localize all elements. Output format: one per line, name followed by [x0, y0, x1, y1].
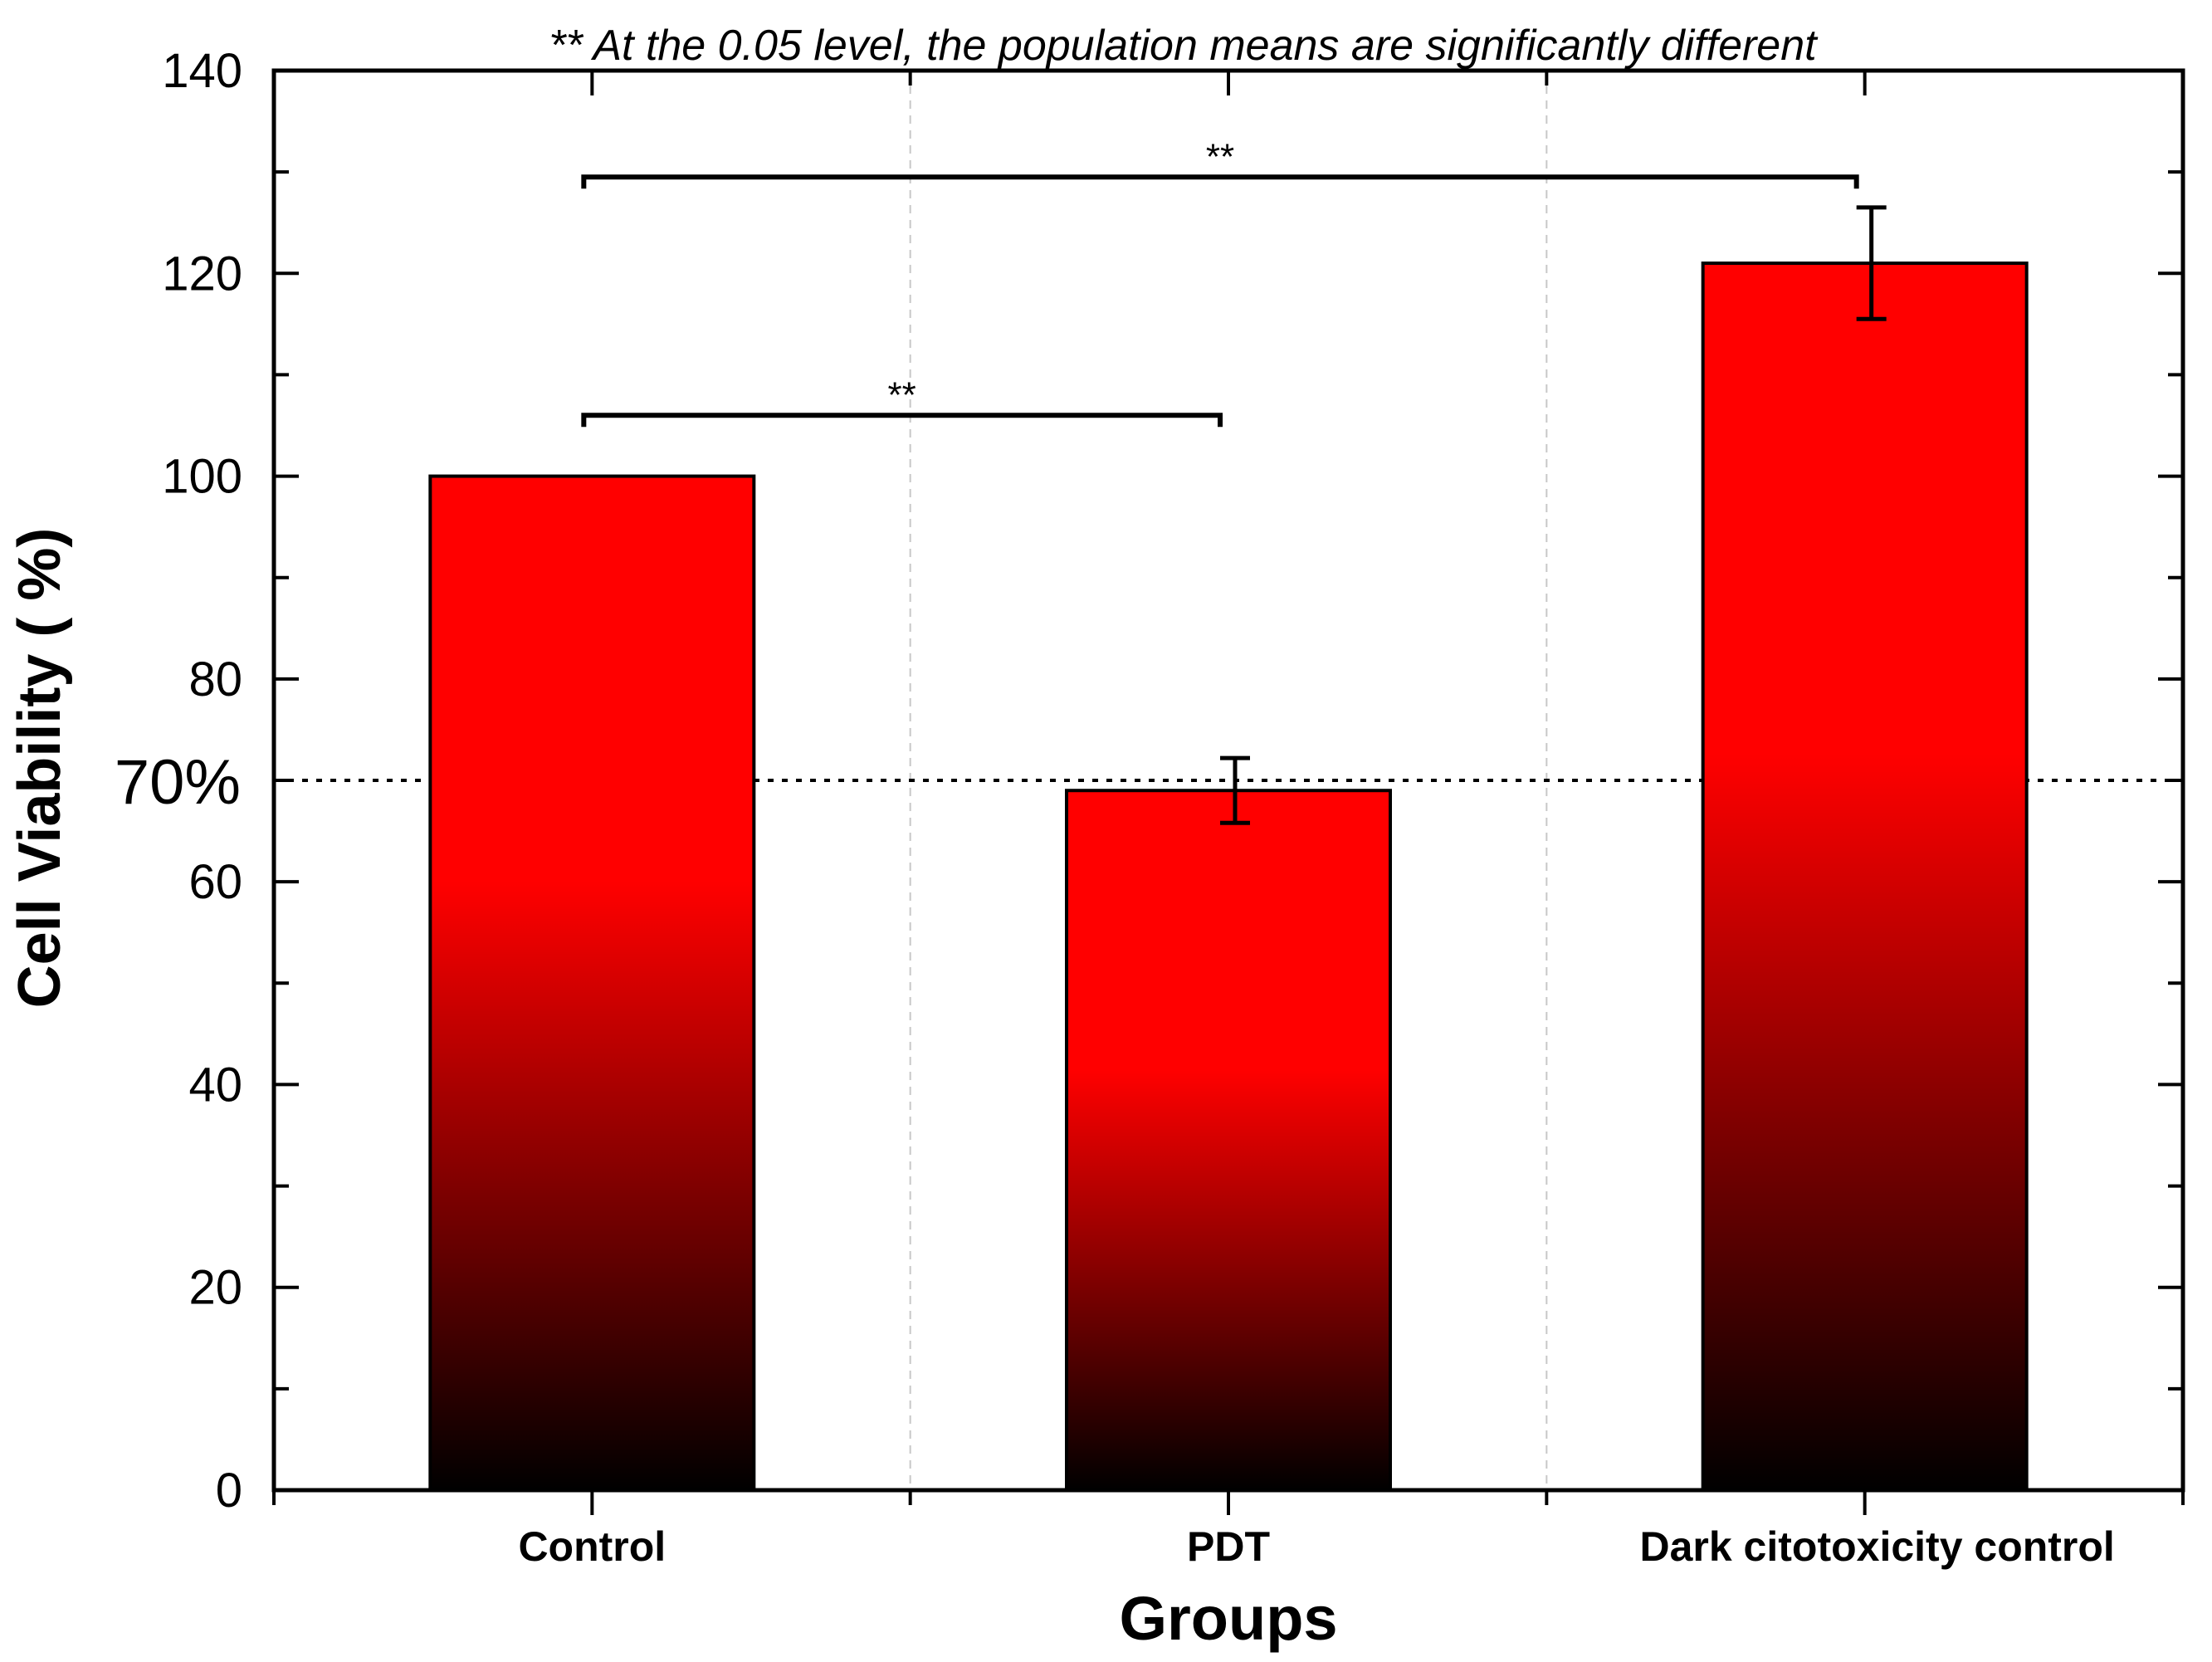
y-axis-title: Cell Viability ( %) — [7, 528, 73, 1009]
significance-bracket — [581, 413, 1223, 428]
y-tick-label: 80 — [188, 653, 242, 706]
y-tick-label: 20 — [188, 1261, 242, 1315]
reference-line-label: 70% — [115, 747, 241, 818]
y-tick-label: 0 — [216, 1464, 242, 1518]
x-tick-label: PDT — [1187, 1523, 1270, 1570]
significance-bracket — [581, 174, 1859, 189]
significance-note: ** At the 0.05 level, the population mea… — [549, 22, 1819, 70]
significance-marker: ** — [888, 374, 916, 415]
x-axis-title: Groups — [1119, 1584, 1337, 1653]
bar-dark-citotoxicity-control — [1701, 262, 2029, 1493]
bar-control — [428, 474, 756, 1492]
error-bars — [1220, 205, 1887, 825]
bars — [428, 262, 2029, 1493]
y-tick-label: 120 — [162, 247, 242, 301]
bar-pdt — [1065, 789, 1392, 1492]
y-tick-label: 40 — [188, 1058, 242, 1112]
x-tick-label: Dark citotoxicity control — [1639, 1523, 2114, 1570]
y-tick-label: 100 — [162, 450, 242, 504]
axes-frame — [271, 68, 2185, 1515]
reference-line-group: 70% — [115, 747, 2183, 818]
significance-marker: ** — [1206, 136, 1234, 177]
y-tick-label: 60 — [188, 855, 242, 909]
tick-labels: 0 20 40 60 80 100 120 140 Control PDT Dark citotox… — [162, 44, 2115, 1570]
x-tick-label: Control — [518, 1523, 666, 1570]
significance-brackets: ** ** — [581, 136, 1859, 428]
y-tick-label: 140 — [162, 44, 242, 98]
